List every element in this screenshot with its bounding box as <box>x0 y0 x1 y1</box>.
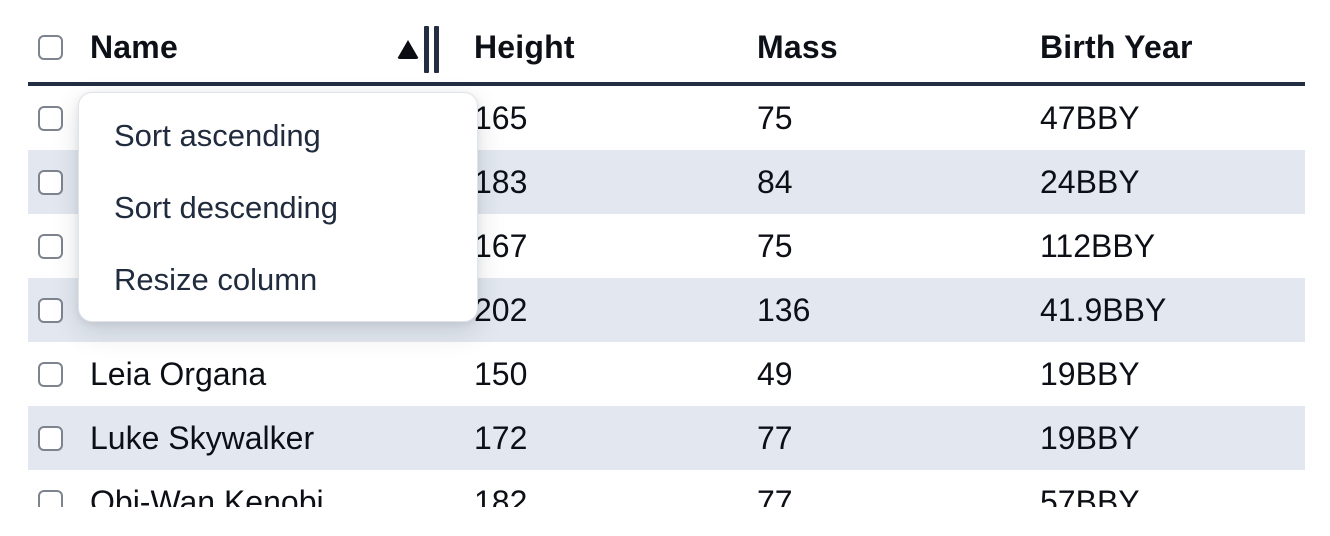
table-row: 167 75 112BBY <box>28 214 1305 278</box>
row-checkbox[interactable] <box>38 297 63 323</box>
cell-birth-year: 41.9BBY <box>1040 291 1167 328</box>
menu-item-resize-column[interactable]: Resize column <box>114 262 318 297</box>
cell-height: 202 <box>474 291 528 328</box>
column-header-name[interactable]: Name <box>90 28 178 65</box>
cell-mass: 84 <box>757 163 793 200</box>
cell-birth-year: 112BBY <box>1040 227 1156 264</box>
menu-item-sort-descending[interactable]: Sort descending <box>114 190 339 225</box>
row-checkbox[interactable] <box>38 361 63 387</box>
cell-mass: 75 <box>757 227 793 264</box>
column-header-birth-year[interactable]: Birth Year <box>1040 28 1193 65</box>
cell-mass: 136 <box>757 291 811 328</box>
cell-height: 183 <box>474 163 528 200</box>
cell-name: Leia Organa <box>90 355 267 392</box>
resize-bar-right <box>434 26 439 73</box>
table-row: Obi-Wan Kenobi 182 77 57BBY <box>28 470 1305 507</box>
resize-bar-left <box>424 26 429 73</box>
cell-name: Obi-Wan Kenobi <box>90 483 324 508</box>
cell-height: 165 <box>474 99 528 136</box>
select-all-checkbox[interactable] <box>38 34 63 60</box>
column-context-menu: Sort ascending Sort descending Resize co… <box>78 92 478 322</box>
cell-birth-year: 47BBY <box>1040 99 1140 136</box>
column-header-height[interactable]: Height <box>474 28 575 65</box>
cell-height: 172 <box>474 419 528 456</box>
row-checkbox[interactable] <box>38 169 63 195</box>
cell-name: Luke Skywalker <box>90 419 315 456</box>
cell-mass: 77 <box>757 419 793 456</box>
table-row: 165 75 47BBY <box>28 86 1305 150</box>
cell-birth-year: 57BBY <box>1040 483 1140 508</box>
cell-mass: 49 <box>757 355 793 392</box>
row-checkbox[interactable] <box>38 105 63 131</box>
cell-height: 167 <box>474 227 528 264</box>
cell-mass: 77 <box>757 483 793 508</box>
table-row: Leia Organa 150 49 19BBY <box>28 342 1305 406</box>
table-header-row: Name Height Mass Birth Year <box>28 0 1305 86</box>
cell-height: 150 <box>474 355 528 392</box>
row-checkbox[interactable] <box>38 489 63 507</box>
row-checkbox[interactable] <box>38 425 63 451</box>
cell-birth-year: 24BBY <box>1040 163 1140 200</box>
table-row: Luke Skywalker 172 77 19BBY <box>28 406 1305 470</box>
sort-ascending-icon <box>397 40 419 59</box>
cell-birth-year: 19BBY <box>1040 419 1140 456</box>
column-resize-handle-icon[interactable] <box>424 26 439 73</box>
column-header-mass[interactable]: Mass <box>757 28 838 65</box>
menu-item-sort-ascending[interactable]: Sort ascending <box>114 118 321 153</box>
cell-height: 182 <box>474 483 528 508</box>
cell-birth-year: 19BBY <box>1040 355 1140 392</box>
row-checkbox[interactable] <box>38 233 63 259</box>
cell-mass: 75 <box>757 99 793 136</box>
